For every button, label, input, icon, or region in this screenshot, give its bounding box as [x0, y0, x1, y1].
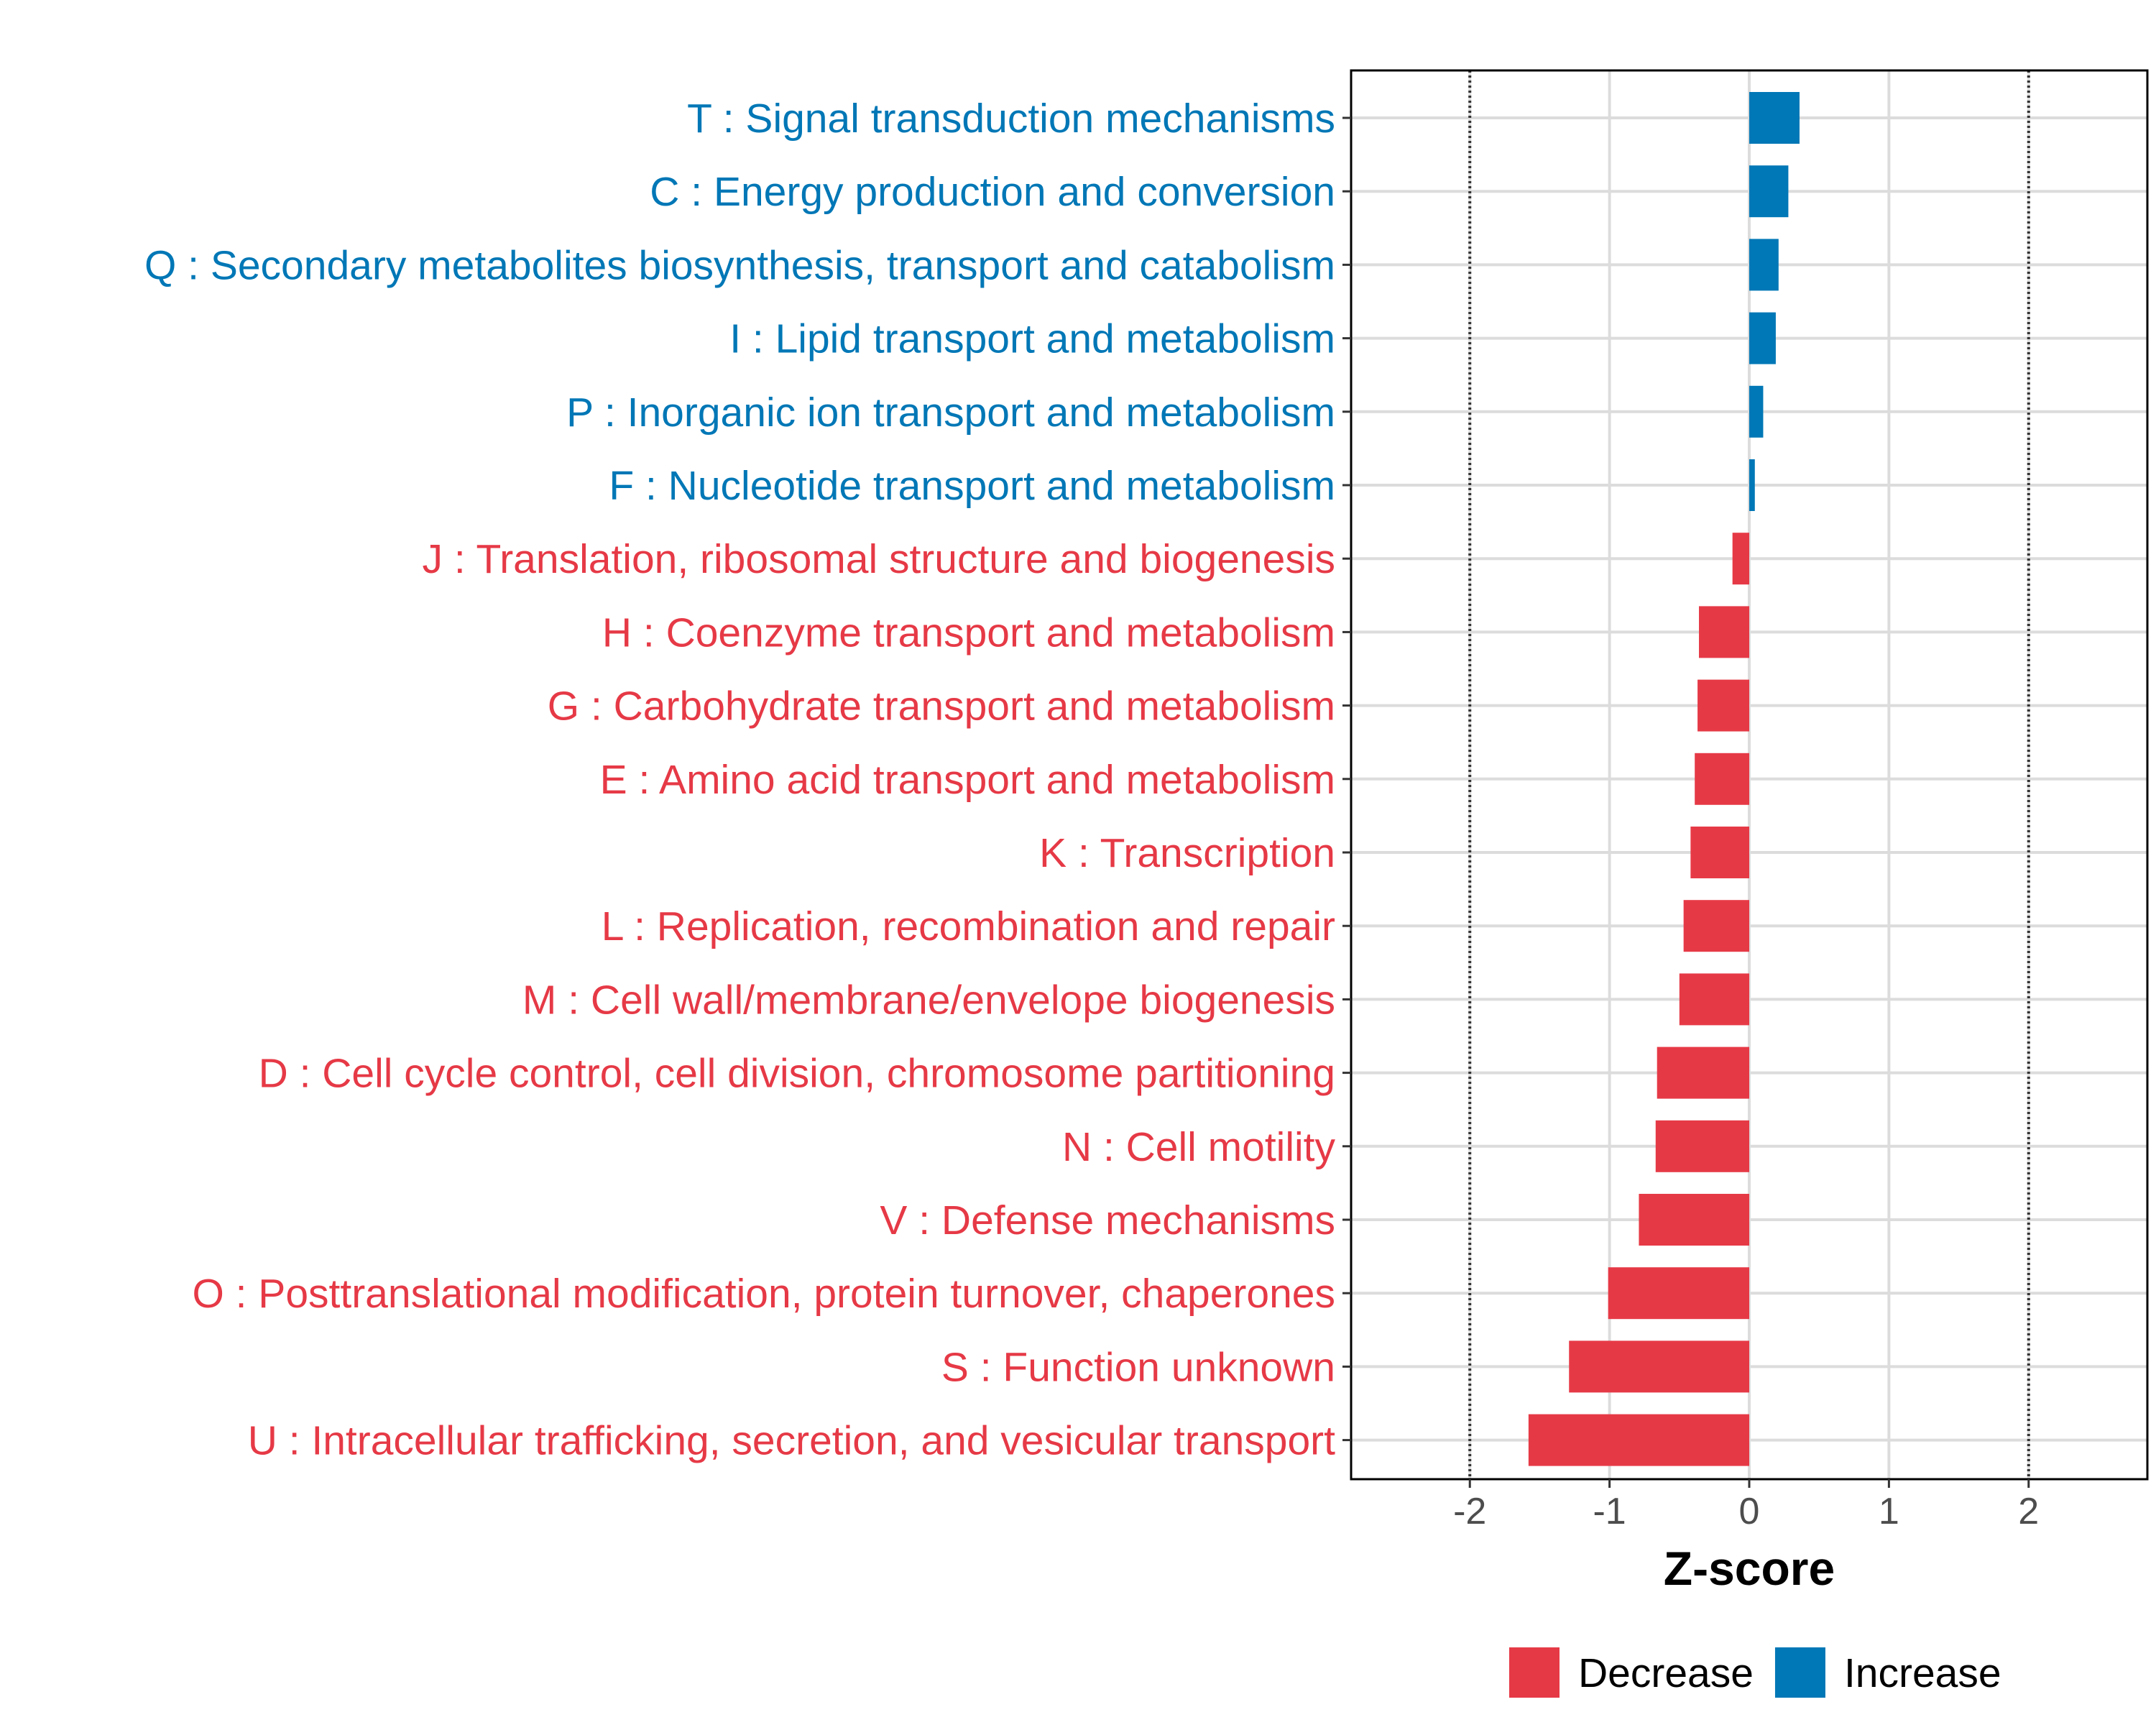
category-label: G : Carbohydrate transport and metabolis… — [548, 684, 1335, 730]
bar — [1699, 606, 1749, 658]
legend-label: Increase — [1844, 1650, 2001, 1696]
bar — [1749, 459, 1755, 511]
x-tick-label: -2 — [1453, 1491, 1486, 1532]
bar — [1749, 165, 1789, 218]
bar — [1697, 679, 1749, 732]
bar — [1695, 753, 1749, 805]
category-label: O : Posttranslational modification, prot… — [192, 1271, 1335, 1317]
legend-key — [1509, 1647, 1560, 1698]
bar — [1655, 1120, 1749, 1172]
legend-label: Decrease — [1578, 1650, 1754, 1696]
category-label: H : Coenzyme transport and metabolism — [602, 610, 1335, 656]
x-ticks: -2 -1 0 1 2 — [1453, 1479, 2039, 1532]
bar — [1608, 1267, 1749, 1320]
category-label: L : Replication, recombination and repai… — [602, 903, 1335, 949]
x-tick-label: 2 — [2018, 1491, 2039, 1532]
bar — [1528, 1414, 1749, 1466]
x-axis-title: Z-score — [1664, 1542, 1835, 1595]
category-label: N : Cell motility — [1062, 1124, 1336, 1170]
category-label: C : Energy production and conversion — [650, 169, 1335, 215]
category-label: D : Cell cycle control, cell division, c… — [259, 1051, 1335, 1097]
bar — [1749, 312, 1776, 364]
bar — [1690, 827, 1749, 878]
bar — [1657, 1046, 1749, 1099]
category-label: J : Translation, ribosomal structure and… — [423, 536, 1335, 582]
category-label: S : Function unknown — [941, 1344, 1335, 1390]
bar — [1639, 1194, 1749, 1246]
category-label: M : Cell wall/membrane/envelope biogenes… — [522, 977, 1335, 1023]
category-label: P : Inorganic ion transport and metaboli… — [566, 390, 1335, 436]
x-tick-label: 1 — [1879, 1491, 1899, 1532]
legend: Decrease Increase — [1509, 1647, 2001, 1698]
category-label: F : Nucleotide transport and metabolism — [609, 463, 1335, 509]
bar — [1749, 385, 1764, 438]
legend-key — [1774, 1647, 1825, 1698]
bars — [1528, 92, 1800, 1466]
bar — [1732, 533, 1749, 585]
bar — [1749, 239, 1779, 291]
bar — [1679, 973, 1749, 1026]
category-label: E : Amino acid transport and metabolism — [600, 757, 1335, 803]
bar — [1569, 1340, 1749, 1393]
category-label: U : Intracellular trafficking, secretion… — [248, 1418, 1335, 1464]
category-labels: T : Signal transduction mechanisms C : En… — [144, 96, 1336, 1464]
category-label: I : Lipid transport and metabolism — [729, 316, 1335, 362]
category-label: V : Defense mechanisms — [880, 1197, 1335, 1243]
x-tick-label: -1 — [1593, 1491, 1626, 1532]
reference-lines — [1468, 70, 2030, 1479]
bar — [1749, 92, 1800, 144]
category-label: K : Transcription — [1039, 830, 1335, 876]
bar — [1683, 900, 1749, 952]
category-label: T : Signal transduction mechanisms — [687, 96, 1335, 142]
category-label: Q : Secondary metabolites biosynthesis, … — [144, 242, 1335, 288]
y-ticks — [1342, 116, 1351, 1442]
x-tick-label: 0 — [1739, 1491, 1760, 1532]
